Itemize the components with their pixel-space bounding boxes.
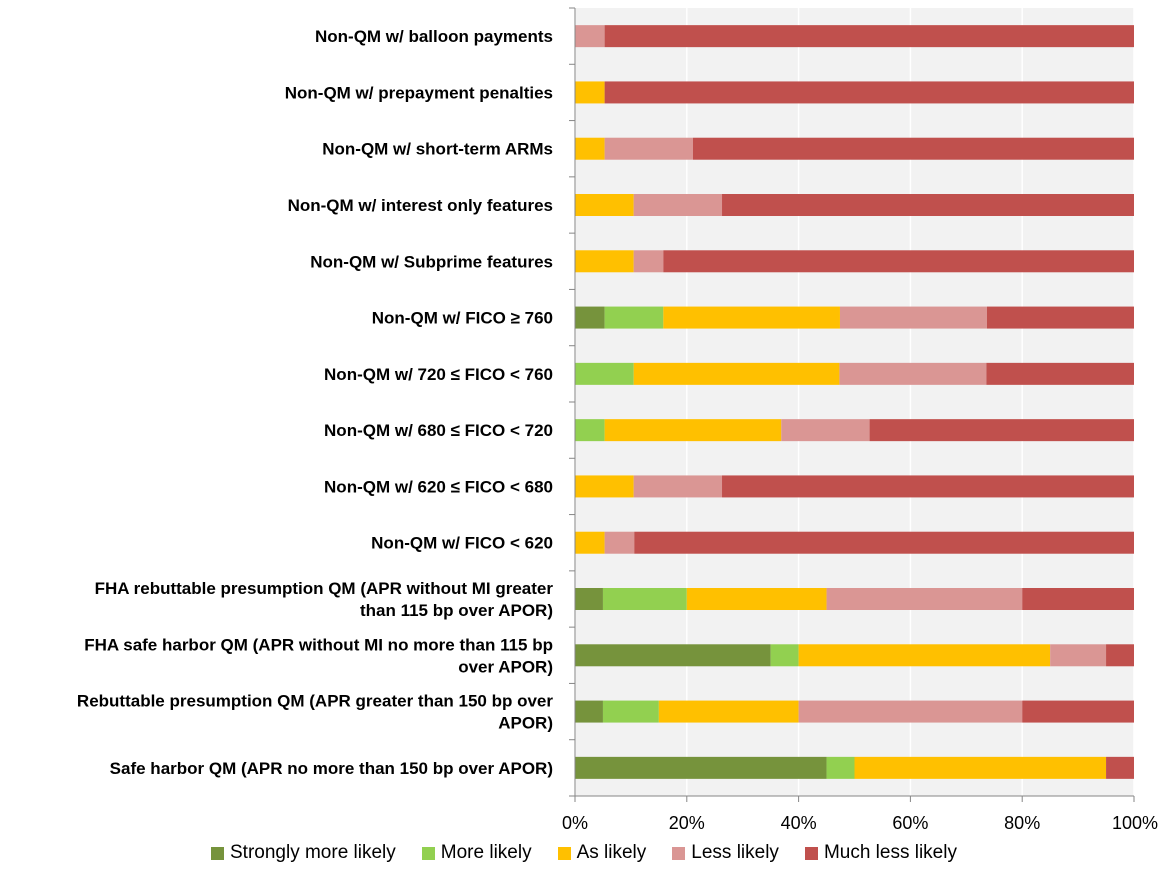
bar-segment: [633, 362, 840, 385]
legend-label: Much less likely: [823, 842, 957, 863]
bar-segment: [604, 419, 782, 442]
bar-segment: [575, 250, 634, 273]
legend-item: Strongly more likely: [211, 842, 396, 864]
category-label: Non-QM w/ balloon payments: [315, 27, 553, 46]
bar-segment: [575, 306, 605, 329]
bar-segment: [604, 81, 1134, 104]
x-tick-labels: 0% 20% 40% 60% 80% 100%: [562, 813, 1158, 833]
category-label: Non-QM w/ short-term ARMs: [322, 140, 553, 159]
bar-segment: [1106, 644, 1134, 667]
category-label: Rebuttable presumption QM (APR greater t…: [77, 692, 553, 711]
bar-segment: [781, 419, 870, 442]
legend-label: Strongly more likely: [230, 842, 396, 863]
bar-segment: [604, 137, 693, 160]
bars: [575, 25, 1134, 779]
bar-segment: [770, 644, 799, 667]
bar-segment: [686, 588, 827, 610]
legend-item: Much less likely: [804, 842, 957, 864]
bar-segment: [575, 194, 634, 216]
legend-item: Less likely: [672, 842, 779, 864]
bar-segment: [663, 250, 1134, 273]
x-tick-label: 100%: [1112, 813, 1158, 833]
x-tick-label: 0%: [562, 813, 588, 833]
bar-segment: [869, 419, 1134, 442]
bar-segment: [604, 306, 664, 329]
bar-segment: [575, 531, 605, 554]
category-label: FHA rebuttable presumption QM (APR witho…: [95, 579, 554, 598]
category-label: Non-QM w/ 720 ≤ FICO < 760: [324, 365, 553, 384]
category-label: over APOR): [458, 657, 553, 676]
category-label: Non-QM w/ Subprime features: [310, 252, 553, 271]
category-label: Safe harbor QM (APR no more than 150 bp …: [110, 759, 553, 778]
legend-item: More likely: [421, 842, 532, 864]
category-label: Non-QM w/ FICO < 620: [371, 534, 553, 553]
legend-label: As likely: [576, 842, 647, 863]
bar-segment: [633, 194, 723, 216]
bar-segment: [575, 137, 605, 160]
bar-segment: [986, 306, 1134, 329]
bar-segment: [602, 700, 659, 723]
bar-segment: [1106, 756, 1134, 779]
bar-segment: [575, 700, 603, 723]
legend-item: As likely: [557, 842, 647, 864]
bar-segment: [633, 475, 723, 498]
x-tick-label: 40%: [781, 813, 817, 833]
bar-segment: [575, 81, 605, 104]
bar-segment: [1050, 644, 1107, 667]
bar-segment: [798, 644, 1051, 667]
bar-segment: [798, 700, 1023, 723]
category-label: than 115 bp over APOR): [360, 601, 553, 620]
x-tick-label: 60%: [892, 813, 928, 833]
category-labels: Non-QM w/ balloon payments Non-QM w/ prep…: [77, 27, 553, 778]
legend-label: More likely: [440, 842, 532, 863]
category-label: Non-QM w/ 620 ≤ FICO < 680: [324, 477, 553, 496]
plot-area: [575, 8, 1134, 796]
category-label: Non-QM w/ 680 ≤ FICO < 720: [324, 421, 553, 440]
category-label: FHA safe harbor QM (APR without MI no mo…: [84, 635, 553, 654]
legend: Strongly more likely More likely As likely…: [0, 842, 1168, 864]
legend-swatch: [804, 846, 818, 860]
bar-segment: [826, 588, 1023, 610]
bar-segment: [604, 531, 635, 554]
category-label: Non-QM w/ prepayment penalties: [285, 83, 553, 102]
bar-segment: [575, 362, 634, 385]
category-label: APOR): [498, 714, 553, 733]
bar-segment: [602, 588, 687, 610]
category-label: Non-QM w/ FICO ≥ 760: [372, 309, 553, 328]
legend-swatch: [421, 846, 435, 860]
bar-segment: [692, 137, 1134, 160]
bar-segment: [663, 306, 840, 329]
x-tick-label: 80%: [1004, 813, 1040, 833]
bar-segment: [854, 756, 1107, 779]
legend-label: Less likely: [691, 842, 779, 863]
legend-swatch: [211, 846, 224, 860]
legend-swatch: [672, 846, 686, 860]
bar-segment: [1022, 588, 1134, 610]
bar-segment: [658, 700, 799, 723]
x-tick-label: 20%: [669, 813, 705, 833]
axes: [569, 7, 1135, 802]
bar-segment: [826, 756, 855, 779]
bar-segment: [575, 25, 605, 48]
bar-segment: [839, 362, 987, 385]
bar-segment: [986, 362, 1134, 385]
category-label: Non-QM w/ interest only features: [288, 196, 553, 215]
legend-swatch: [557, 846, 571, 860]
bar-segment: [575, 419, 605, 442]
bar-segment: [1022, 700, 1134, 723]
bar-segment: [575, 588, 603, 610]
bar-segment: [604, 25, 1134, 48]
bar-segment: [575, 756, 827, 779]
bar-segment: [633, 250, 664, 273]
bar-segment: [722, 194, 1134, 216]
bar-segment: [722, 475, 1134, 498]
bar-segment: [575, 475, 634, 498]
bar-segment: [575, 644, 771, 667]
bar-segment: [634, 531, 1134, 554]
bar-segment: [839, 306, 987, 329]
